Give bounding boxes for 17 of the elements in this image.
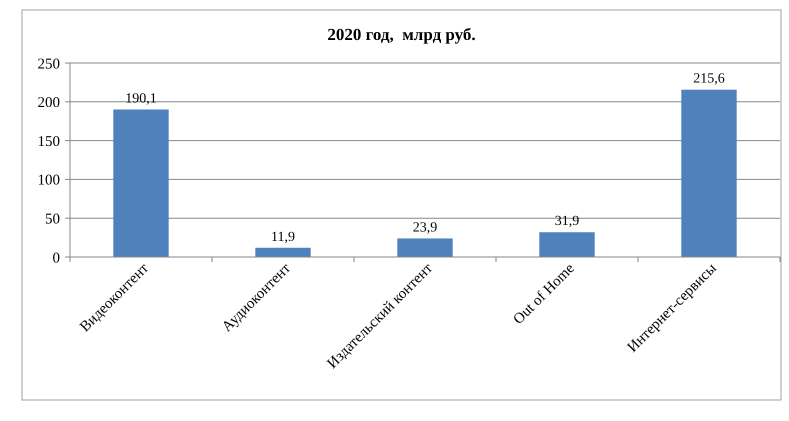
y-tick-label: 150	[38, 134, 60, 150]
data-label: 215,6	[693, 72, 725, 87]
y-tick-label: 200	[38, 95, 60, 112]
data-label: 23,9	[412, 220, 438, 236]
y-tick-label: 250	[38, 56, 60, 72]
data-label: 31,9	[554, 214, 580, 230]
bar	[255, 248, 311, 257]
bar	[539, 232, 595, 257]
bar	[397, 238, 453, 257]
y-tick-label: 100	[38, 172, 60, 189]
chart-title: 2020 год, млрд руб.	[327, 25, 476, 44]
bar	[681, 90, 737, 257]
y-tick-label: 50	[45, 211, 60, 228]
y-tick-label: 0	[52, 250, 60, 266]
data-label: 11,9	[271, 230, 295, 245]
bar	[113, 109, 169, 257]
data-label: 190,1	[125, 91, 157, 106]
